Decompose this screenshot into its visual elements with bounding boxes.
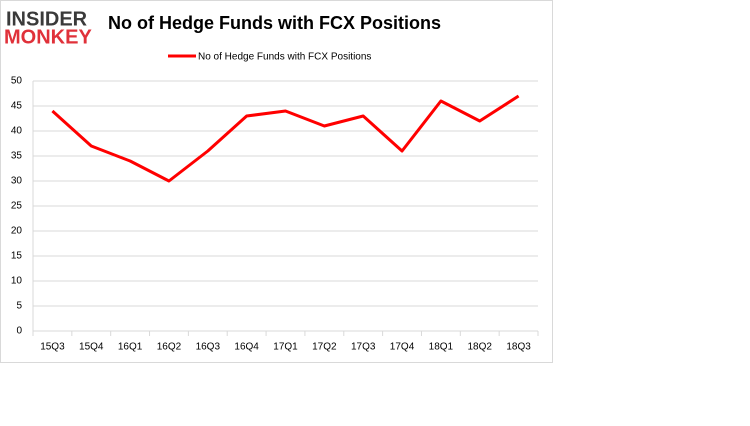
x-tick-label: 16Q1 bbox=[118, 342, 143, 353]
x-tick-label: 15Q4 bbox=[79, 342, 104, 353]
x-tick-label: 17Q4 bbox=[390, 342, 415, 353]
series-line bbox=[51, 94, 520, 183]
y-tick-label: 30 bbox=[11, 176, 23, 187]
x-tick-label: 17Q1 bbox=[273, 342, 298, 353]
x-tick-label: 17Q2 bbox=[312, 342, 337, 353]
legend-label: No of Hedge Funds with FCX Positions bbox=[198, 52, 371, 63]
y-tick-label: 45 bbox=[11, 101, 23, 112]
logo-line1: INSIDER bbox=[6, 8, 88, 30]
y-tick-label: 0 bbox=[16, 326, 22, 337]
x-tick-label: 16Q2 bbox=[157, 342, 182, 353]
x-tick-label: 18Q1 bbox=[429, 342, 454, 353]
x-tick-label: 18Q3 bbox=[506, 342, 531, 353]
y-tick-label: 50 bbox=[11, 76, 23, 87]
y-tick-label: 25 bbox=[11, 201, 23, 212]
x-tick-label: 17Q3 bbox=[351, 342, 376, 353]
y-tick-label: 5 bbox=[16, 301, 22, 312]
chart-title: No of Hedge Funds with FCX Positions bbox=[108, 13, 441, 33]
y-tick-label: 10 bbox=[11, 276, 23, 287]
y-tick-label: 40 bbox=[11, 126, 23, 137]
x-tick-label: 16Q4 bbox=[234, 342, 259, 353]
x-tick-label: 18Q2 bbox=[467, 342, 492, 353]
y-tick-label: 20 bbox=[11, 226, 23, 237]
x-tick-label: 16Q3 bbox=[196, 342, 221, 353]
y-tick-label: 35 bbox=[11, 151, 23, 162]
logo-line2: MONKEY bbox=[4, 26, 92, 48]
y-tick-label: 15 bbox=[11, 251, 23, 262]
x-tick-label: 15Q3 bbox=[40, 342, 65, 353]
